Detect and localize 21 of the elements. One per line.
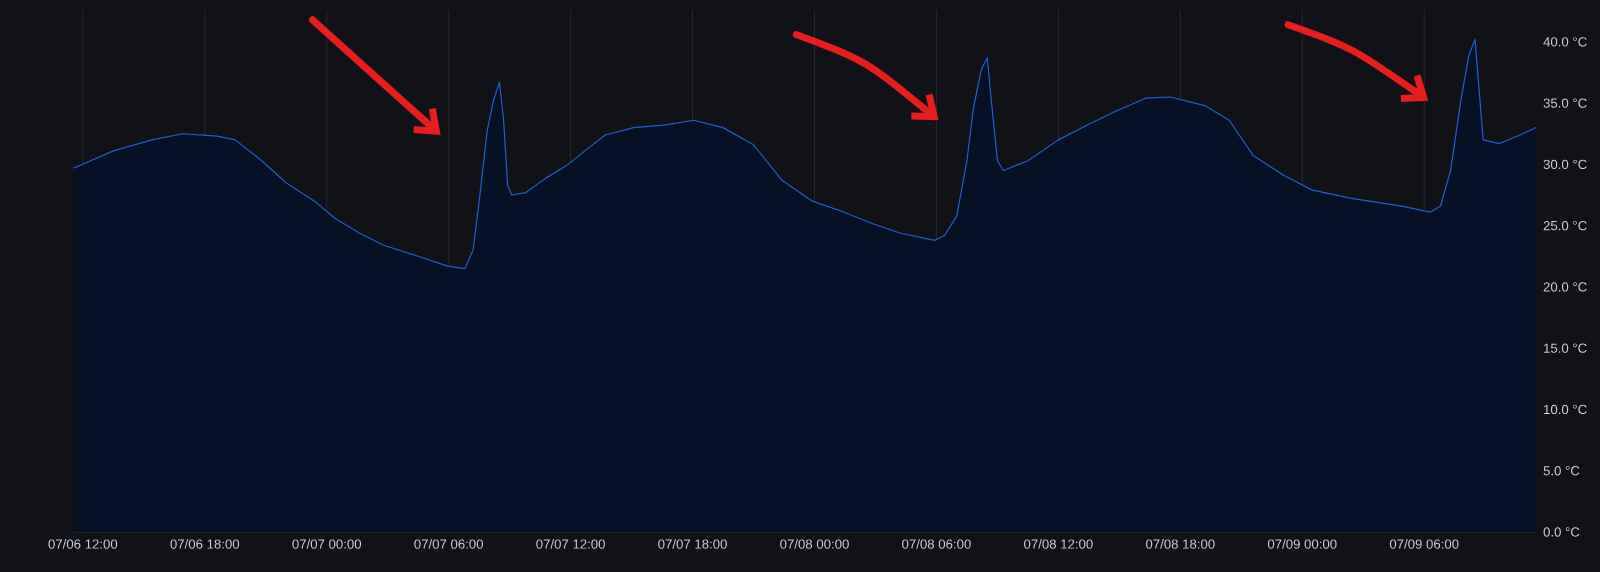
y-tick-label: 25.0 °C [1543,220,1587,231]
x-tick-label: 07/07 18:00 [658,539,727,549]
x-tick-label: 07/08 06:00 [902,539,971,549]
x-tick-label: 07/07 06:00 [414,539,484,549]
x-tick-label: 07/08 12:00 [1024,539,1093,549]
x-tick-label: 07/09 06:00 [1389,539,1459,549]
y-tick-label: 10.0 °C [1544,404,1587,415]
x-tick-label: 07/06 12:00 [48,539,118,549]
y-tick-label: 20.0 °C [1543,282,1587,292]
x-tick-label: 07/08 00:00 [780,539,849,549]
y-tick-label: 35.0 °C [1543,98,1587,108]
y-tick-label: 30.0 °C [1543,159,1587,170]
y-tick-label: 5.0 °C [1543,466,1580,476]
y-tick-label: 0.0 °C [1543,527,1580,537]
x-tick-label: 07/06 18:00 [170,539,240,549]
x-tick-label: 07/07 00:00 [292,539,362,549]
x-tick-label: 07/08 18:00 [1145,539,1215,549]
y-tick-label: 40.0 °C [1543,37,1587,47]
x-tick-label: 07/07 12:00 [536,539,605,549]
x-tick-label: 07/09 00:00 [1267,539,1337,549]
y-tick-label: 15.0 °C [1544,343,1587,353]
